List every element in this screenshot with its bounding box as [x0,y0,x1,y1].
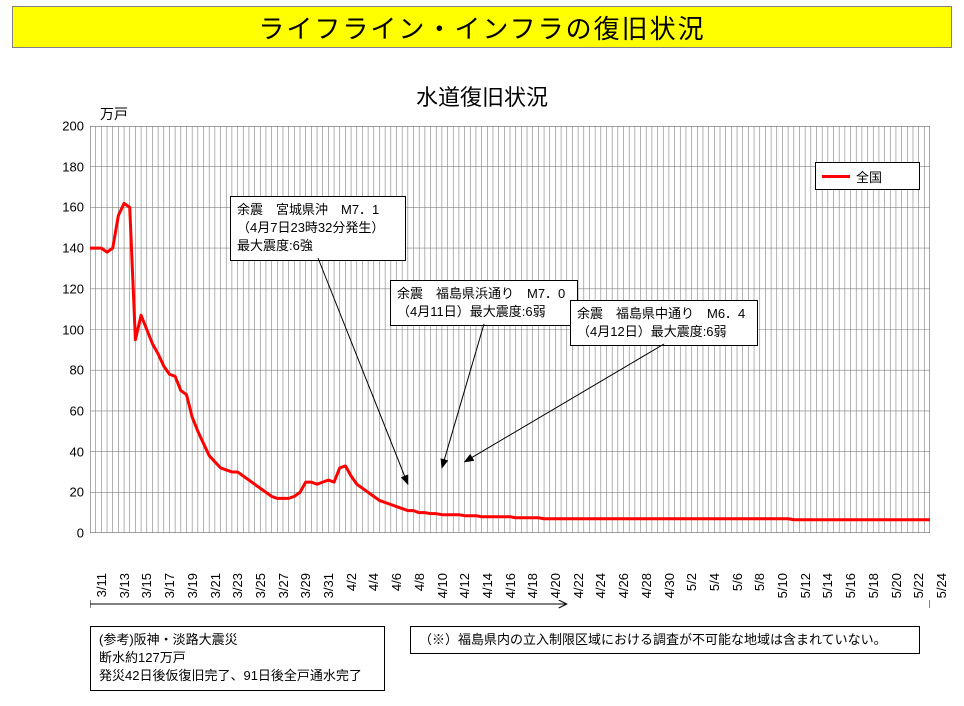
x-tick-label: 5/6 [730,573,745,591]
x-tick-label: 3/11 [94,573,109,597]
x-tick-label: 5/18 [866,573,881,598]
x-tick-label: 3/25 [253,573,268,598]
x-tick-label: 5/8 [752,573,767,591]
x-tick-label: 3/21 [208,573,223,598]
x-tick-label: 3/31 [321,573,336,598]
y-tick-label: 120 [44,281,84,296]
x-tick-label: 5/24 [934,573,949,598]
y-tick-label: 0 [44,526,84,541]
x-tick-label: 4/28 [639,573,654,598]
x-tick-label: 5/22 [911,573,926,598]
x-tick-label: 5/2 [684,573,699,591]
x-tick-label: 5/20 [889,573,904,598]
x-tick-label: 3/27 [276,573,291,598]
x-tick-label: 3/17 [162,573,177,598]
y-tick-label: 40 [44,444,84,459]
x-tick-label: 4/22 [571,573,586,598]
x-tick-label: 4/4 [366,573,381,591]
x-tick-label: 4/24 [593,573,608,598]
annotation-miyagi: 余震 宮城県沖 M7．1 （4月7日23時32分発生） 最大震度:6強 [230,196,406,261]
x-tick-label: 3/15 [139,573,154,598]
x-tick-label: 5/4 [707,573,722,591]
asterisk-note: （※）福島県内の立入制限区域における調査が不可能な地域は含まれていない。 [410,626,920,654]
x-tick-label: 4/12 [457,573,472,598]
title-band: ライフライン・インフラの復旧状況 [12,6,952,48]
x-tick-label: 4/14 [480,573,495,598]
x-tick-label: 4/10 [435,573,450,598]
timeline-bracket [90,600,930,618]
x-tick-label: 3/29 [298,573,313,598]
x-tick-label: 5/14 [820,573,835,598]
x-tick-label: 4/2 [344,573,359,591]
chart-svg [90,126,930,533]
legend: 全国 [815,162,920,190]
x-tick-label: 5/12 [798,573,813,598]
x-tick-label: 4/26 [616,573,631,598]
chart-plot-area [90,126,930,533]
x-tick-label: 4/30 [662,573,677,598]
y-tick-label: 200 [44,119,84,134]
x-tick-label: 4/8 [412,573,427,591]
x-tick-label: 5/10 [775,573,790,598]
legend-label: 全国 [856,167,882,186]
annotation-nakadori: 余震 福島県中通り M6．4 （4月12日）最大震度:6弱 [570,300,758,346]
y-tick-label: 80 [44,363,84,378]
annotation-hamadori: 余震 福島県浜通り M7．0 （4月11日）最大震度:6弱 [390,280,578,326]
y-tick-label: 160 [44,200,84,215]
y-axis-unit: 万戸 [100,104,128,124]
x-tick-label: 5/16 [843,573,858,598]
x-tick-label: 3/13 [117,573,132,598]
x-tick-label: 4/16 [503,573,518,598]
y-tick-label: 100 [44,322,84,337]
legend-swatch [822,175,850,178]
x-tick-label: 4/20 [548,573,563,598]
reference-note: (参考)阪神・淡路大震災 断水約127万戸 発災42日後仮復旧完了、91日後全戸… [90,626,385,691]
y-tick-label: 60 [44,403,84,418]
x-tick-label: 3/23 [230,573,245,598]
root: { "header": { "title_band": "ライフライン・インフラ… [0,0,964,706]
y-tick-label: 180 [44,159,84,174]
page-title: ライフライン・インフラの復旧状況 [258,9,705,46]
chart-title: 水道復旧状況 [0,80,964,112]
x-tick-label: 4/6 [389,573,404,591]
x-tick-label: 3/19 [185,573,200,598]
y-tick-label: 20 [44,485,84,500]
y-tick-label: 140 [44,241,84,256]
x-tick-label: 4/18 [525,573,540,598]
